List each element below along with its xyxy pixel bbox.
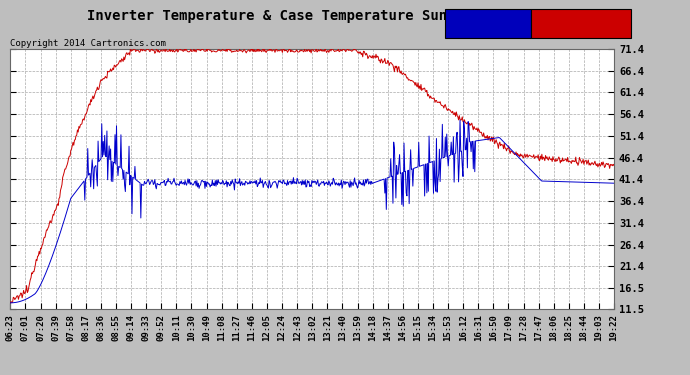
Text: Inverter  (°C): Inverter (°C) <box>540 18 622 28</box>
Text: Case  (°C): Case (°C) <box>459 18 518 28</box>
Text: Copyright 2014 Cartronics.com: Copyright 2014 Cartronics.com <box>10 39 166 48</box>
Text: Inverter Temperature & Case Temperature Sun Apr 6 19:22: Inverter Temperature & Case Temperature … <box>87 9 548 23</box>
